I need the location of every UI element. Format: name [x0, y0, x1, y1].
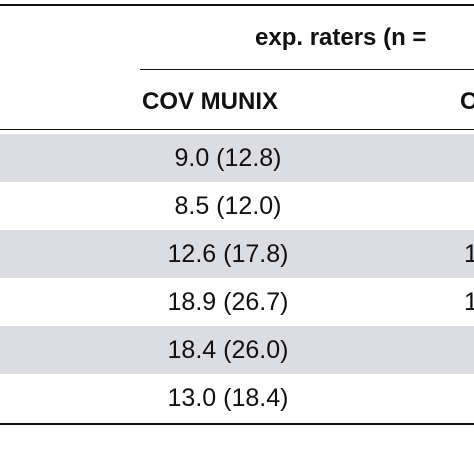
- table-row: 12.6 (17.8) 1: [0, 230, 474, 278]
- group-header-rule: [140, 69, 474, 70]
- table-top-rule: [0, 4, 474, 6]
- table-cell-value: 9.0 (12.8): [174, 144, 282, 172]
- table-cell-edge: 1: [464, 240, 474, 268]
- table-cell-value: 12.6 (17.8): [167, 240, 289, 268]
- table-row: 8.5 (12.0): [0, 182, 474, 230]
- table-cell-value: 18.4 (26.0): [167, 336, 289, 364]
- table-row: 13.0 (18.4): [0, 374, 474, 422]
- group-header: exp. raters (n =: [255, 24, 427, 51]
- column-header-cov-munix: COV MUNIX: [142, 88, 279, 115]
- table-row: 9.0 (12.8): [0, 134, 474, 182]
- table-cell-value: 13.0 (18.4): [167, 384, 289, 412]
- table-cell-value: 8.5 (12.0): [174, 192, 282, 220]
- table-bottom-rule: [0, 423, 474, 425]
- table-cell-value: 18.9 (26.7): [167, 288, 289, 316]
- table-row: 18.9 (26.7) 1: [0, 278, 474, 326]
- table-row: 18.4 (26.0): [0, 326, 474, 374]
- header-bottom-rule: [0, 129, 474, 130]
- column-header-partial: C: [460, 88, 474, 115]
- table-cell-edge: 1: [464, 288, 474, 316]
